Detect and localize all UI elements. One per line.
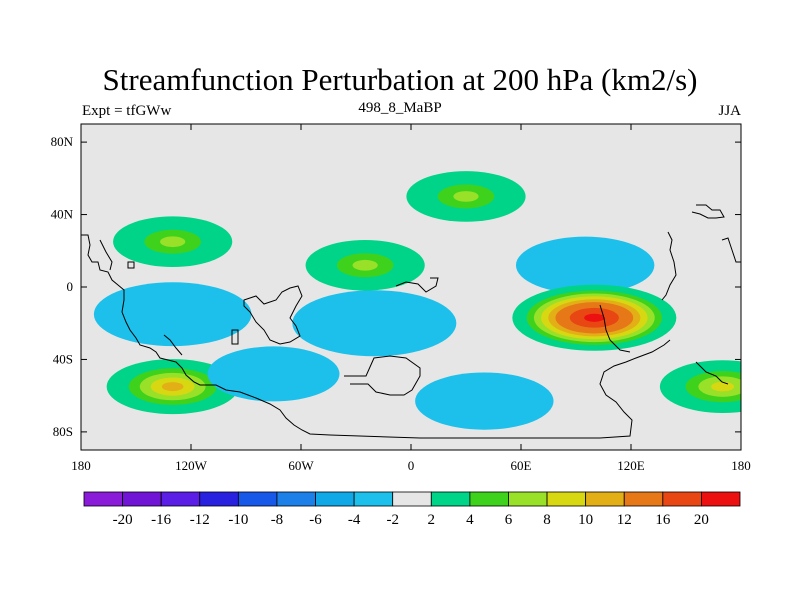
colorbar-label: -16 — [151, 512, 171, 528]
feature-7 — [515, 236, 655, 294]
colorbar-swatch — [276, 491, 316, 507]
colorbar-label: -6 — [309, 512, 322, 528]
colorbar-swatch — [623, 491, 664, 507]
contour-band — [299, 293, 450, 354]
feature-3 — [292, 290, 457, 357]
contour-field — [81, 124, 741, 450]
feature-10 — [659, 360, 741, 414]
colorbar-swatch — [546, 491, 587, 507]
x-tick-label: 120W — [175, 458, 208, 473]
colorbar-swatch — [315, 491, 355, 507]
colorbar-label: 12 — [617, 512, 632, 528]
colorbar-label: 16 — [655, 512, 671, 528]
x-tick-label: 60W — [288, 458, 314, 473]
feature-9 — [406, 171, 526, 222]
colorbar-swatch — [353, 491, 394, 507]
y-tick-label: 80N — [51, 134, 74, 149]
contour-band — [218, 351, 329, 397]
x-tick-label: 120E — [617, 458, 645, 473]
feature-4 — [305, 239, 425, 291]
colorbar-swatch — [122, 491, 162, 507]
x-tick-label: 180 — [731, 458, 751, 473]
case-label: 498_8_MaBP — [358, 100, 442, 116]
colorbar-label: -10 — [228, 512, 248, 528]
colorbar-label: -4 — [348, 512, 361, 528]
x-tick-label: 180 — [71, 458, 91, 473]
colorbar-label: -2 — [386, 512, 399, 528]
colorbar-swatch — [392, 491, 432, 507]
colorbar-label: -8 — [271, 512, 284, 528]
contour-band — [161, 382, 184, 392]
contour-band — [453, 191, 479, 202]
colorbar-label: -12 — [190, 512, 210, 528]
colorbar-swatch — [199, 491, 239, 507]
contour-band — [160, 236, 186, 248]
colorbar-swatch — [508, 491, 548, 507]
colorbar-swatch — [662, 491, 702, 507]
feature-1 — [93, 282, 252, 347]
y-tick-label: 80S — [53, 424, 73, 439]
axis-ticks: 180 120W 60W 0 60E 120E 180 80N 40N 0 40S 80S — [51, 124, 751, 473]
contour-band — [352, 259, 378, 271]
colorbar-swatch — [83, 491, 123, 507]
colorbar-swatch — [585, 491, 625, 507]
chart-title: Streamfunction Perturbation at 200 hPa (… — [102, 62, 698, 97]
y-tick-label: 0 — [67, 279, 74, 294]
colorbar: -20 -16 -12 -10 -8 -6 -4 -2 2 4 6 8 10 12 16 20 — [83, 491, 741, 528]
colorbar-label: 20 — [694, 512, 709, 528]
colorbar-swatch — [237, 491, 278, 507]
experiment-label: Expt = tfGWw — [82, 103, 172, 119]
colorbar-swatch — [469, 491, 509, 507]
contour-band — [711, 381, 735, 392]
coastlines — [81, 204, 741, 439]
colorbar-label: -20 — [113, 512, 133, 528]
season-label: JJA — [718, 103, 741, 119]
colorbar-swatch — [160, 491, 201, 507]
x-tick-label: 60E — [511, 458, 532, 473]
contour-band — [584, 313, 605, 322]
colorbar-label: 10 — [578, 512, 593, 528]
feature-5 — [207, 346, 340, 402]
colorbar-label: 8 — [543, 512, 551, 528]
feature-8 — [512, 284, 677, 351]
feature-2 — [106, 359, 239, 415]
contour-band — [525, 240, 645, 290]
contour-band — [424, 376, 544, 426]
colorbar-swatch — [430, 491, 471, 507]
colorbar-label: 6 — [505, 512, 513, 528]
contour-band — [101, 285, 244, 343]
y-tick-label: 40N — [51, 207, 74, 222]
feature-6 — [415, 372, 554, 430]
x-tick-label: 0 — [408, 458, 415, 473]
feature-0 — [113, 216, 233, 268]
colorbar-swatch — [701, 491, 741, 507]
colorbar-label: 2 — [428, 512, 436, 528]
colorbar-label: 4 — [466, 512, 474, 528]
y-tick-label: 40S — [53, 351, 73, 366]
